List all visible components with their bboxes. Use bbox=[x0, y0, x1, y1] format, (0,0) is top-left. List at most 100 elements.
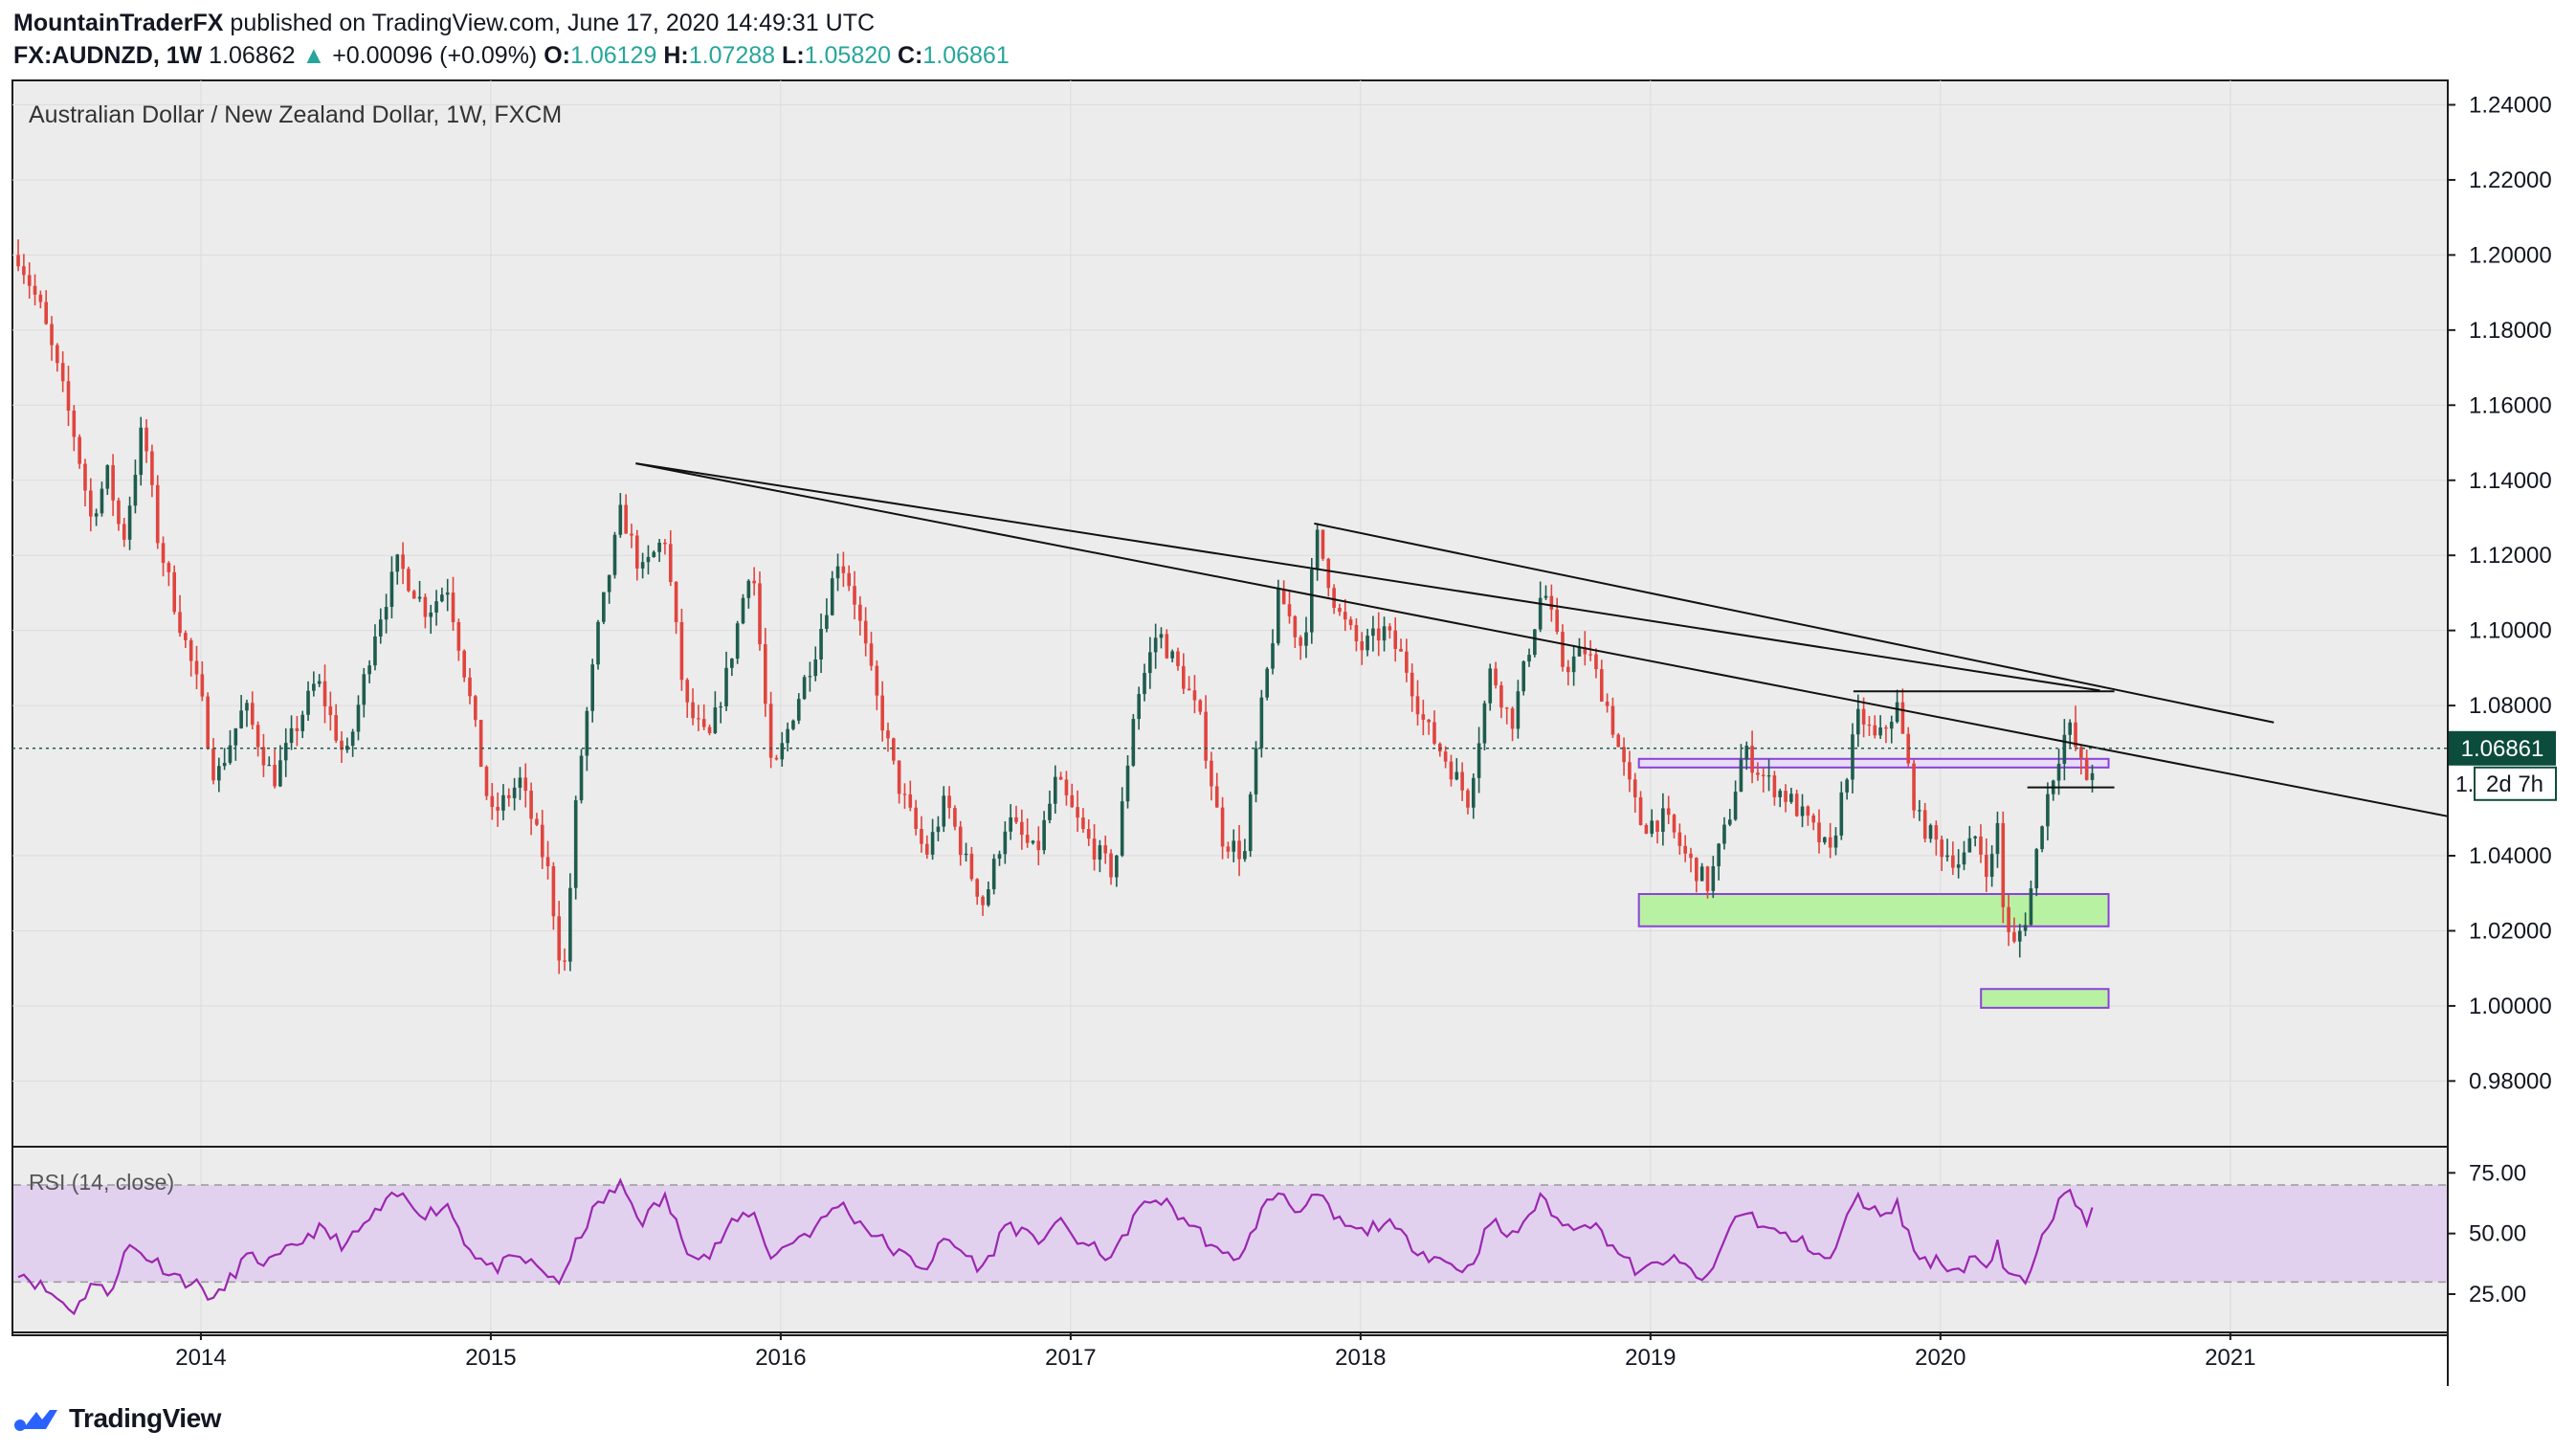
candle-body bbox=[506, 794, 511, 798]
candle-body bbox=[1076, 807, 1079, 818]
candle-body bbox=[674, 581, 678, 622]
last-price-text: 1.06862 bbox=[209, 42, 296, 69]
candle-body bbox=[1833, 835, 1838, 848]
candle-body bbox=[802, 677, 807, 700]
candle-body bbox=[2001, 822, 2006, 907]
covered-price-tick: 1. bbox=[2455, 771, 2474, 796]
candle-body bbox=[312, 683, 316, 691]
candle-body bbox=[991, 859, 996, 890]
candle-body bbox=[1070, 794, 1075, 808]
candle-body bbox=[1243, 851, 1247, 860]
candle-body bbox=[1588, 654, 1592, 656]
candle-body bbox=[1717, 843, 1721, 867]
candle-body bbox=[1778, 791, 1783, 797]
candle-body bbox=[920, 828, 923, 844]
candle-body bbox=[2007, 906, 2010, 932]
candle-body bbox=[306, 690, 310, 715]
candle-body bbox=[1058, 776, 1063, 780]
candle-body bbox=[233, 727, 238, 746]
candle-body bbox=[774, 757, 779, 760]
candle-body bbox=[1153, 637, 1158, 653]
candle-body bbox=[16, 255, 20, 267]
candle-body bbox=[501, 794, 505, 811]
candle-body bbox=[969, 853, 974, 880]
candle-body bbox=[1232, 840, 1236, 852]
candle-body bbox=[1287, 604, 1292, 616]
symbol-name[interactable]: FX:AUDNZD, 1W bbox=[13, 42, 203, 69]
footer-brand[interactable]: TradingView bbox=[11, 1399, 221, 1438]
candle-body bbox=[1293, 615, 1298, 637]
candle-body bbox=[1460, 771, 1464, 791]
candle-body bbox=[1683, 845, 1687, 854]
candle-body bbox=[1003, 831, 1008, 855]
candle-body bbox=[127, 505, 132, 540]
candle-body bbox=[1583, 647, 1588, 655]
candle-body bbox=[33, 285, 37, 295]
candle-body bbox=[752, 580, 756, 584]
candle-body bbox=[630, 533, 633, 536]
candle-body bbox=[1237, 840, 1241, 860]
candle-body bbox=[1326, 558, 1331, 589]
candle-body bbox=[1031, 840, 1035, 843]
candle-body bbox=[640, 562, 645, 569]
candle-body bbox=[1516, 691, 1521, 729]
candle-body bbox=[1766, 775, 1771, 777]
candle-body bbox=[1772, 775, 1777, 797]
candle-body bbox=[1366, 636, 1369, 651]
candle-body bbox=[987, 889, 990, 905]
trendline bbox=[635, 462, 2449, 817]
candle-body bbox=[1823, 837, 1827, 842]
candle-body bbox=[1962, 852, 1966, 865]
candle-body bbox=[1455, 771, 1459, 780]
candle-body bbox=[1143, 673, 1146, 695]
candle-body bbox=[1220, 807, 1225, 847]
candle-body bbox=[1265, 668, 1269, 698]
candle-body bbox=[384, 607, 389, 620]
tradingview-brand: TradingView bbox=[69, 1403, 221, 1433]
candle-body bbox=[445, 592, 450, 595]
candle-body bbox=[100, 488, 104, 514]
candle-body bbox=[1103, 845, 1108, 854]
time-tick-label: 2017 bbox=[1045, 1345, 1096, 1371]
high-label: H: bbox=[663, 42, 689, 69]
candle-body bbox=[634, 535, 639, 569]
candle-body bbox=[1309, 569, 1314, 633]
candle-body bbox=[1482, 703, 1487, 744]
candle-body bbox=[1666, 808, 1671, 816]
candle-body bbox=[1722, 824, 1726, 844]
price-tick-label: 1.24000 bbox=[2469, 92, 2552, 118]
candle-body bbox=[139, 427, 144, 476]
candle-body bbox=[1632, 779, 1637, 798]
candle-body bbox=[701, 719, 706, 727]
candle-body bbox=[707, 726, 712, 733]
candle-body bbox=[624, 504, 628, 534]
trendline bbox=[1314, 522, 2275, 724]
zone-rect bbox=[1980, 988, 2110, 1009]
candle-body bbox=[568, 887, 572, 962]
candle-body bbox=[1109, 853, 1113, 878]
candle-body bbox=[796, 699, 801, 721]
candle-body bbox=[1081, 817, 1085, 830]
candle-body bbox=[1945, 855, 1949, 858]
rsi-tick-label: 50.00 bbox=[2469, 1221, 2526, 1247]
candle-body bbox=[255, 725, 260, 748]
time-tick-label: 2015 bbox=[465, 1345, 516, 1371]
candle-body bbox=[786, 728, 789, 744]
candle-body bbox=[1510, 708, 1515, 729]
candle-body bbox=[953, 808, 957, 827]
open-value: 1.06129 bbox=[570, 42, 657, 69]
candle-body bbox=[997, 854, 1002, 860]
rsi-band bbox=[13, 1185, 2447, 1283]
candle-body bbox=[1979, 836, 1983, 855]
author-name[interactable]: MountainTraderFX bbox=[13, 10, 224, 36]
candle-body bbox=[340, 740, 344, 750]
candle-body bbox=[451, 592, 455, 623]
candle-body bbox=[897, 760, 901, 794]
chart-title: Australian Dollar / New Zealand Dollar, … bbox=[29, 101, 562, 128]
candle-body bbox=[1577, 647, 1582, 657]
candle-body bbox=[1744, 746, 1749, 760]
candle-body bbox=[981, 896, 985, 905]
price-tick-label: 0.98000 bbox=[2469, 1068, 2552, 1094]
candle-body bbox=[1566, 666, 1570, 673]
